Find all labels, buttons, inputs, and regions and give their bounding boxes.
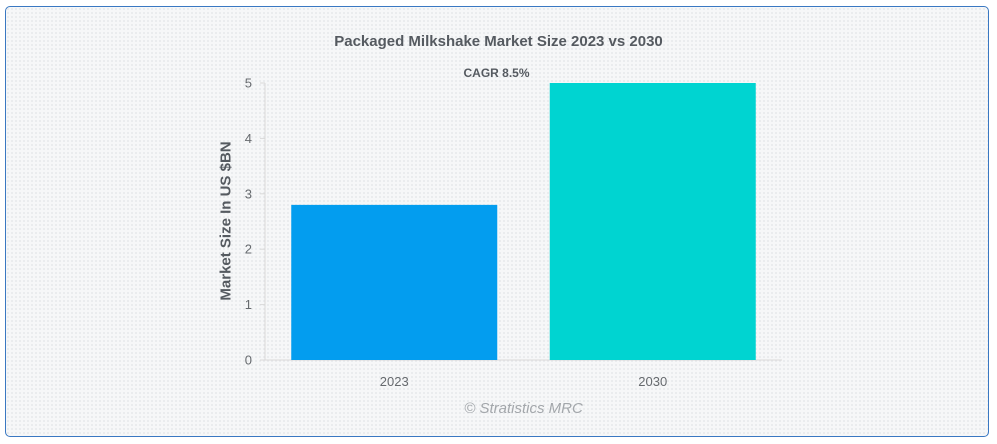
bar-2030 (549, 83, 756, 360)
y-tick-label: 0 (245, 353, 252, 368)
chart-title: Packaged Milkshake Market Size 2023 vs 2… (334, 33, 663, 50)
y-tick-label: 3 (245, 186, 252, 201)
y-tick-label: 4 (245, 131, 252, 146)
cagr-annotation: CAGR 8.5% (463, 66, 529, 80)
bar-2023 (291, 204, 498, 360)
y-tick-label: 5 (245, 76, 252, 91)
x-axis: 2023 2030 (265, 359, 782, 389)
x-tick-label: 2030 (638, 374, 667, 389)
bars (291, 83, 756, 360)
x-tick-label: 2023 (380, 374, 409, 389)
y-tick-label: 1 (245, 297, 252, 312)
watermark-text: © Stratistics MRC (464, 400, 583, 417)
y-tick-label: 2 (245, 242, 252, 257)
y-axis: 0 1 2 3 4 5 (245, 76, 266, 368)
